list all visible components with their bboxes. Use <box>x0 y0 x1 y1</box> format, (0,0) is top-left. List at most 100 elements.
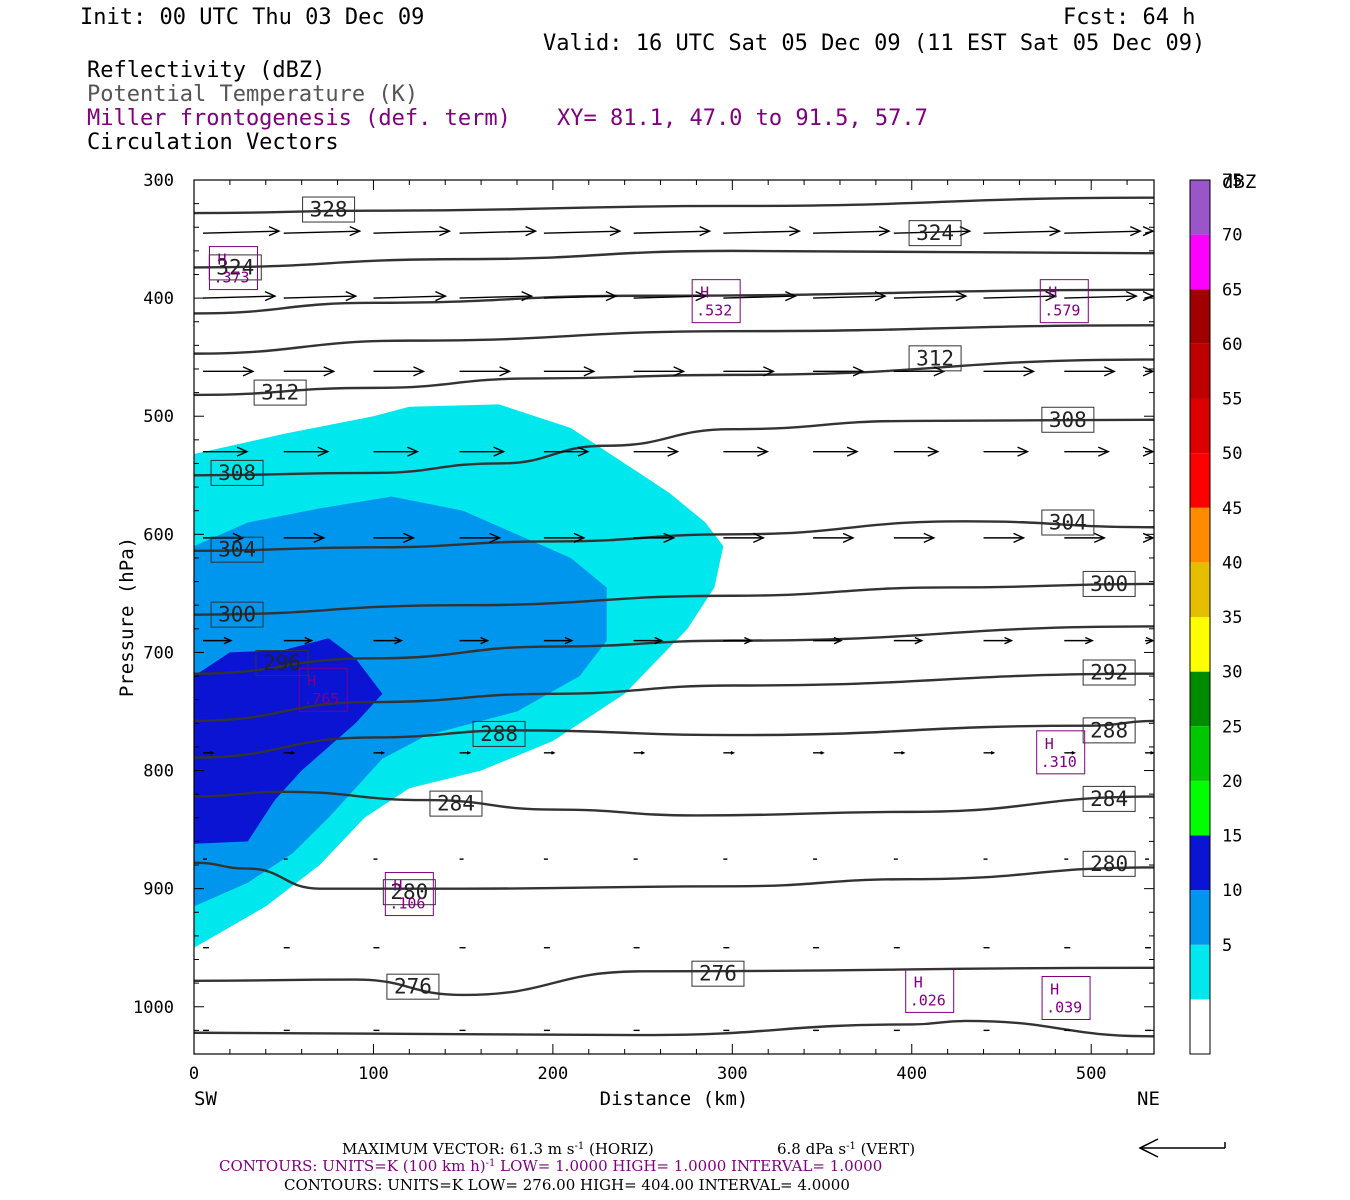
circulation-vector <box>893 751 906 755</box>
x-tick-label: 0 <box>189 1064 199 1084</box>
circulation-vector <box>1064 751 1076 755</box>
theta-contour-284 <box>193 790 1155 817</box>
theta-contour-312 <box>193 358 1155 397</box>
circulation-vectors <box>202 226 1155 1032</box>
theta-label-288: 288 <box>1082 717 1136 744</box>
circulation-vector <box>283 751 296 755</box>
colorbar: dBZ 5 10 15 20 25 30 35 40 45 50 55 60 65 70 75 <box>1189 171 1256 1055</box>
circulation-vector <box>633 532 676 544</box>
theta-label-284: 284 <box>429 790 483 817</box>
colorbar-title: dBZ <box>1222 171 1256 193</box>
field-circulation-vectors: Circulation Vectors <box>87 130 339 155</box>
theta-label-text: 288 <box>480 722 518 746</box>
y-tick-label: 300 <box>143 171 174 191</box>
theta-label-text: 324 <box>216 255 254 279</box>
max-value: .532 <box>696 302 732 320</box>
circulation-vector <box>459 366 512 377</box>
theta-label-text: 304 <box>1049 511 1087 535</box>
colorbar-segment <box>1190 562 1210 617</box>
circulation-vector <box>202 532 245 544</box>
x-tick-label: 500 <box>1076 1064 1107 1084</box>
colorbar-label: 25 <box>1222 717 1242 737</box>
circulation-vector <box>1064 226 1142 237</box>
circulation-vector <box>813 636 843 645</box>
colorbar-label: 40 <box>1222 553 1242 573</box>
colorbar-segment <box>1190 726 1210 781</box>
circulation-vector <box>723 751 736 755</box>
y-tick-label: 600 <box>143 525 174 545</box>
theta-label-text: 324 <box>916 221 954 245</box>
circulation-vector <box>459 636 490 645</box>
circulation-vector <box>1064 446 1110 457</box>
circulation-vector <box>983 636 1014 645</box>
circulation-vector <box>633 290 708 302</box>
circulation-vector <box>983 290 1058 302</box>
circulation-vector <box>373 751 386 755</box>
circulation-vector <box>373 226 452 237</box>
theta-contour-info: CONTOURS: UNITS=K LOW= 276.00 HIGH= 404.… <box>284 1176 850 1194</box>
reference-vector-arrow <box>1138 1138 1226 1158</box>
circulation-vector <box>1064 366 1116 377</box>
circulation-vector <box>723 226 802 237</box>
colorbar-segment <box>1190 507 1210 563</box>
circulation-vector <box>202 366 255 377</box>
colorbar-segment <box>1190 944 1210 1000</box>
colorbar-label: 65 <box>1222 280 1242 300</box>
field-potential-temperature: Potential Temperature (K) <box>87 82 418 107</box>
colorbar-segment <box>1190 890 1210 945</box>
frontogenesis-max: H.532 <box>691 279 741 324</box>
field-frontogenesis: Miller frontogenesis (def. term) <box>87 106 511 131</box>
valid-time: Valid: 16 UTC Sat 05 Dec 09 (11 EST Sat … <box>543 31 1205 56</box>
theta-label-text: 304 <box>218 538 256 562</box>
cross-section-endpoints: XY= 81.1, 47.0 to 91.5, 57.7 <box>557 106 928 131</box>
circulation-vector <box>459 446 506 457</box>
colorbar-segment <box>1190 780 1210 836</box>
init-time: Init: 00 UTC Thu 03 Dec 09 <box>80 5 424 30</box>
circulation-vector <box>1145 636 1155 645</box>
colorbar-segment <box>1190 617 1210 672</box>
plot-frame <box>193 179 1155 1055</box>
colorbar-segment <box>1190 453 1210 508</box>
circulation-vector <box>633 226 712 237</box>
theta-label-text: 292 <box>1090 661 1128 685</box>
y-tick-label: 1000 <box>133 998 174 1018</box>
theta-contour-328 <box>193 196 1155 215</box>
theta-contour-labels: 328 324 324 312 312 308 308 304 304 300 300 296 292 2… <box>208 196 1136 1000</box>
circulation-vector <box>283 532 326 544</box>
circulation-vector <box>723 532 766 544</box>
circulation-vector <box>893 446 940 457</box>
y-axis: 300 400 500 600 700 800 900 1000 <box>133 171 1154 1031</box>
y-tick-label: 500 <box>143 407 174 427</box>
max-vector-vert: 6.8 dPa s-1 (VERT) <box>777 1140 915 1158</box>
circulation-vector <box>373 366 426 377</box>
theta-label-text: 312 <box>261 381 299 405</box>
circulation-vector <box>1064 636 1094 645</box>
theta-label-292: 292 <box>1082 659 1136 686</box>
circulation-vector <box>202 636 233 645</box>
circulation-vector <box>459 532 502 544</box>
circulation-vector <box>723 636 754 645</box>
circulation-vector <box>813 290 887 302</box>
y-tick-label: 400 <box>143 289 174 309</box>
colorbar-label: 60 <box>1222 335 1242 355</box>
circulation-vector <box>1142 532 1155 544</box>
theta-contour-292 <box>193 672 1155 723</box>
x-tick-label: 100 <box>358 1064 389 1084</box>
x-tick-label: 400 <box>896 1064 927 1084</box>
circulation-vector <box>283 290 358 302</box>
theta-label-text: 284 <box>1090 787 1128 811</box>
circulation-vector <box>459 290 534 302</box>
circulation-vector <box>983 226 1062 237</box>
theta-label-276: 276 <box>386 973 440 1000</box>
theta-label-312: 312 <box>253 379 307 406</box>
colorbar-label: 70 <box>1222 226 1242 246</box>
reflectivity-15-dbz-region <box>194 638 383 844</box>
theta-label-308: 308 <box>1041 406 1095 433</box>
theta-contour-276 <box>193 966 1155 997</box>
frontogenesis-contour-info: CONTOURS: UNITS=K (100 km h)-1 LOW= 1.00… <box>219 1157 882 1175</box>
circulation-vector <box>373 290 448 302</box>
footer: MAXIMUM VECTOR: 61.3 m s-1 (HORIZ) 6.8 d… <box>219 1138 1226 1194</box>
theta-label-300: 300 <box>1082 570 1136 597</box>
circulation-vector <box>813 226 891 237</box>
